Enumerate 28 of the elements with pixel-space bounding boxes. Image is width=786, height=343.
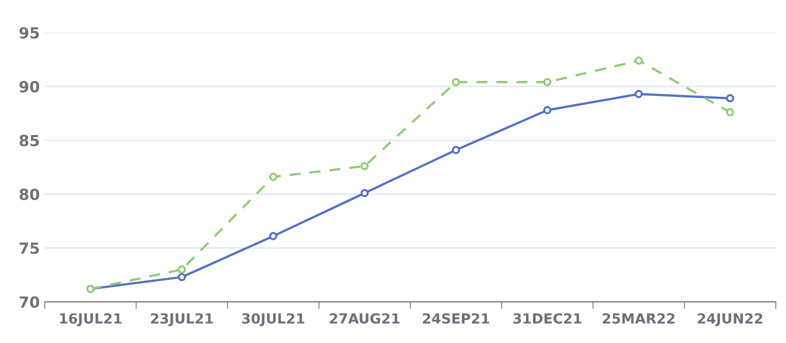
y-tick-label: 75	[20, 242, 39, 254]
point	[452, 146, 460, 154]
point	[178, 265, 186, 274]
point	[726, 94, 734, 102]
x-tick-label: 24JUN22	[698, 313, 762, 326]
x-tick-label: 25MAR22	[602, 313, 674, 324]
point	[634, 90, 643, 98]
x-tick-label: 24SEP21	[422, 313, 490, 324]
x-tick-label: 16JUL21	[60, 313, 122, 326]
y-tick-label: 85	[20, 134, 39, 146]
y-tick-label: 90	[19, 80, 40, 92]
point	[726, 108, 734, 116]
point	[178, 272, 186, 282]
point	[269, 232, 278, 240]
point	[452, 78, 460, 86]
x-tick-label: 31DEC21	[513, 313, 582, 324]
x-tick-label: 30JUL21	[242, 313, 304, 326]
x-tick-label: 27AUG21	[330, 313, 400, 324]
y-tick-label: 80	[20, 188, 40, 200]
y-tick-label: 95	[19, 27, 39, 39]
y-tick-label: 70	[20, 296, 40, 308]
point	[269, 172, 278, 182]
point	[360, 188, 369, 198]
point	[360, 162, 369, 170]
point	[543, 106, 552, 114]
point	[543, 78, 552, 86]
x-tick-label: 23JUL21	[150, 313, 213, 326]
point	[634, 56, 643, 65]
